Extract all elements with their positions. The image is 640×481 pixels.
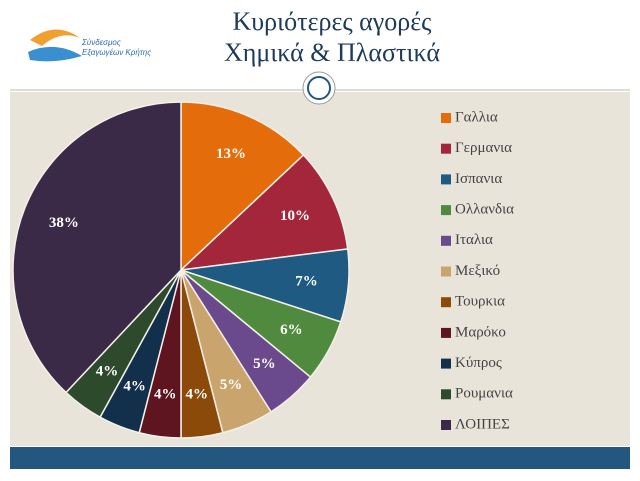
legend: Γαλλια Γερμανια Ισπανια Ολλανδια Ιταλια Μεξικ… [441,109,514,432]
legend-label: Ολλανδια [455,202,514,218]
legend-swatch [441,389,451,400]
legend-label: Τουρκια [455,294,505,310]
data-label: 38% [49,215,79,231]
pie-slice [178,153,349,272]
data-label: 13% [216,146,246,162]
data-label: 4% [186,386,209,402]
data-label: 4% [96,363,119,379]
ornament [307,76,331,100]
data-label: 4% [154,386,177,402]
pie: 13%10%7%6%5%5%4%4%4%4%38% [12,101,350,439]
data-label: 10% [280,208,310,224]
legend-label: Ισπανια [455,171,502,187]
data-label: 4% [123,379,146,395]
footer-bar [10,447,630,469]
logo: Σύνδεσμος Εξαγωγέων Κρήτης [28,29,151,62]
title: Κυριότερες αγορές [233,7,433,36]
pie-slice [180,101,305,272]
logo-mark [28,46,82,62]
legend-swatch [441,205,451,216]
legend-label: Κύπρος [455,355,502,371]
legend-swatch [441,420,451,430]
legend-label: Ιταλια [455,232,493,248]
legend-label: Γαλλια [455,109,498,125]
legend-swatch [441,235,451,246]
legend-label: Μαρόκο [455,324,506,340]
legend-label: Μεξικό [455,263,500,279]
logo-text: Σύνδεσμος [81,38,121,47]
title: Χημικά & Πλαστικά [224,38,440,67]
legend-swatch [441,174,451,185]
legend-swatch [441,143,451,154]
logo-text: Εξαγωγέων Κρήτης [82,48,151,57]
legend-swatch [441,327,451,338]
legend-label: ΛΟΙΠΕΣ [455,416,510,432]
legend-swatch [441,297,451,308]
legend-label: Ρουμανια [455,386,513,402]
data-label: 5% [220,377,243,393]
legend-swatch [441,266,451,277]
data-label: 6% [280,322,303,338]
pie-slice [12,101,182,394]
data-label: 7% [295,273,318,289]
legend-swatch [441,113,451,123]
data-label: 5% [253,356,276,372]
legend-swatch [441,358,451,369]
logo-mark [30,29,80,46]
legend-label: Γερμανια [455,140,512,156]
